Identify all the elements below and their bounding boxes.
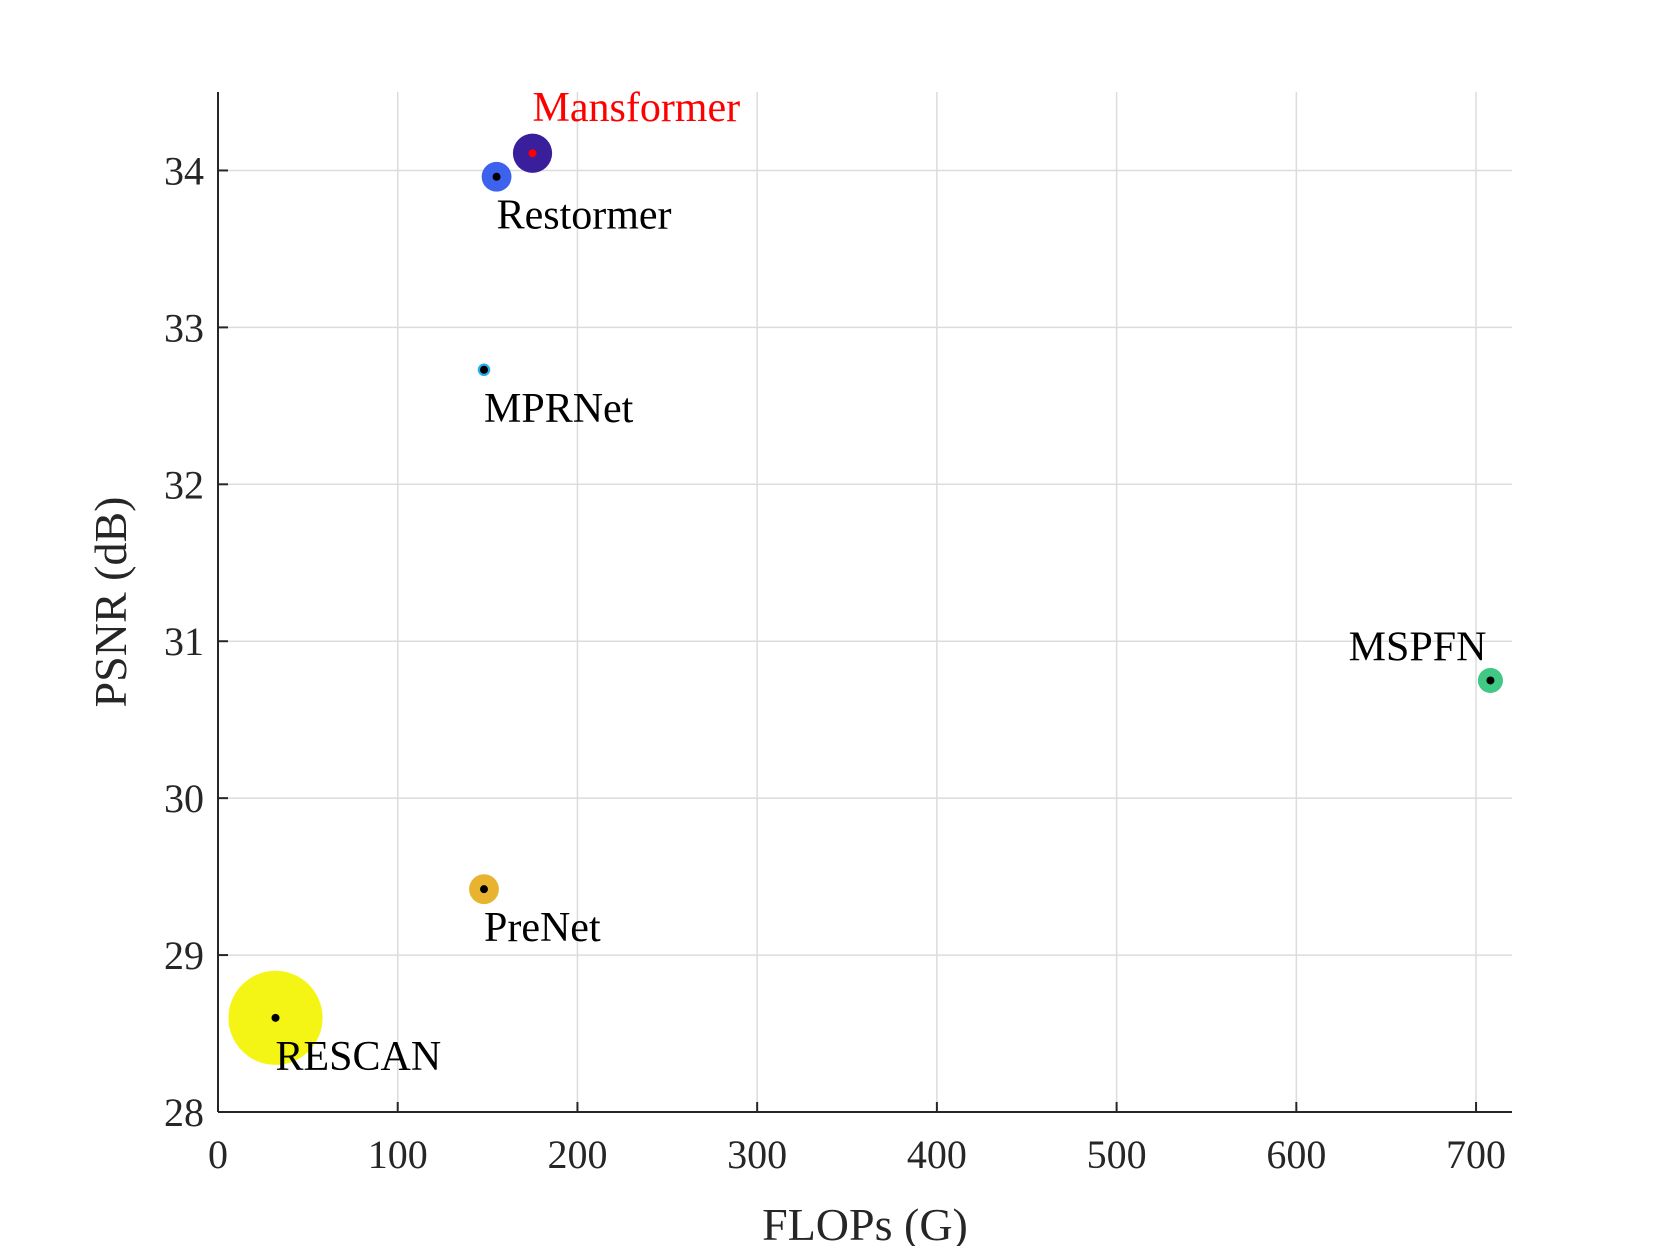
x-tick-label: 100 xyxy=(368,1132,428,1177)
y-tick-label: 31 xyxy=(164,619,204,664)
grid xyxy=(218,92,1512,1112)
point-label-restormer: Restormer xyxy=(497,193,672,239)
point-center-rescan xyxy=(271,1013,280,1022)
x-tick-label: 300 xyxy=(727,1132,787,1177)
y-tick-label: 30 xyxy=(164,776,204,821)
point-center-restormer xyxy=(492,172,501,181)
y-tick-label: 34 xyxy=(164,148,204,193)
point-center-mprnet xyxy=(479,365,488,374)
x-tick-label: 400 xyxy=(907,1132,967,1177)
x-tick-label: 0 xyxy=(208,1132,228,1177)
x-tick-label: 600 xyxy=(1266,1132,1326,1177)
data-points xyxy=(228,133,1503,1065)
point-label-mprnet: MPRNet xyxy=(484,386,634,432)
point-label-mspfn: MSPFN xyxy=(1349,624,1487,670)
point-label-mansformer: Mansformer xyxy=(533,85,741,131)
axes xyxy=(217,92,1512,1113)
y-tick-label: 32 xyxy=(164,462,204,507)
x-axis-title: FLOPs (G) xyxy=(762,1199,968,1246)
point-center-mansformer xyxy=(528,149,537,158)
x-tick-label: 700 xyxy=(1446,1132,1506,1177)
y-tick-label: 33 xyxy=(164,305,204,350)
x-tick-label: 500 xyxy=(1087,1132,1147,1177)
point-label-rescan: RESCAN xyxy=(276,1034,442,1080)
y-tick-labels: 28 29 30 31 32 33 34 xyxy=(164,148,204,1135)
x-tick-labels: 0 100 200 300 400 500 600 700 xyxy=(208,1132,1506,1177)
y-tick-label: 29 xyxy=(164,933,204,978)
point-labels: Mansformer Restormer MPRNet MSPFN PreNet RESC… xyxy=(276,85,1487,1080)
point-center-prenet xyxy=(479,885,488,894)
point-center-mspfn xyxy=(1486,676,1495,685)
y-tick-label: 28 xyxy=(164,1090,204,1135)
x-tick-label: 200 xyxy=(547,1132,607,1177)
point-label-prenet: PreNet xyxy=(484,905,601,951)
y-axis-title: PSNR (dB) xyxy=(85,497,136,708)
